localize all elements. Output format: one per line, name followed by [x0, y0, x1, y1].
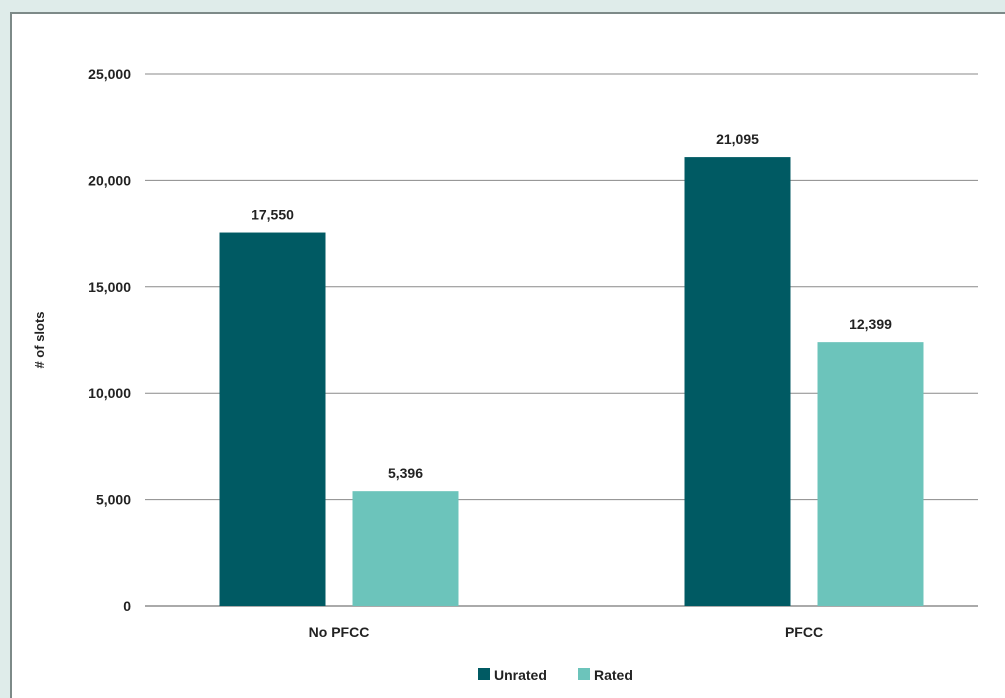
data-label: 12,399 [849, 316, 892, 332]
data-label: 17,550 [251, 207, 294, 223]
legend-swatch-unrated [478, 668, 490, 680]
bar-rated-0 [352, 491, 459, 606]
category-label: PFCC [785, 624, 823, 640]
data-labels: 17,550 5,396 21,095 12,399 [251, 131, 892, 481]
y-tick-label: 10,000 [88, 385, 131, 401]
bars [219, 157, 924, 607]
bar-rated-1 [817, 342, 924, 606]
legend-swatch-rated [578, 668, 590, 680]
y-axis-label: # of slots [32, 311, 47, 368]
y-tick-label: 20,000 [88, 172, 131, 188]
legend-label-unrated: Unrated [494, 667, 547, 683]
y-tick-label: 0 [123, 598, 131, 614]
y-tick-labels: 0 5,000 10,000 15,000 20,000 25,000 [88, 66, 131, 614]
bar-unrated-0 [219, 232, 326, 606]
category-label: No PFCC [309, 624, 370, 640]
bar-unrated-1 [684, 157, 791, 607]
y-tick-label: 25,000 [88, 66, 131, 82]
data-label: 5,396 [388, 465, 423, 481]
category-labels: No PFCC PFCC [309, 624, 823, 640]
y-tick-label: 5,000 [96, 492, 131, 508]
legend-label-rated: Rated [594, 667, 633, 683]
y-tick-label: 15,000 [88, 279, 131, 295]
data-label: 21,095 [716, 131, 759, 147]
legend: Unrated Rated [478, 667, 633, 683]
